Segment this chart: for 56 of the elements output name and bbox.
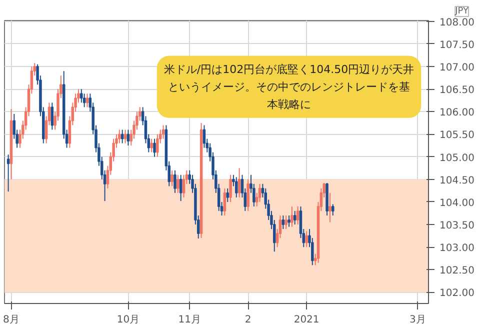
- candlestick: [328, 192, 332, 223]
- x-tick-label: 2021: [294, 314, 320, 326]
- candlestick: [120, 129, 124, 144]
- y-tick-label: 107.50: [440, 40, 474, 51]
- x-tick-label: 11月: [178, 314, 201, 326]
- y-tick-label: 105.50: [440, 130, 474, 142]
- x-tick-label: 3月: [410, 314, 426, 326]
- candlestick: [258, 183, 262, 202]
- candlestick: [182, 174, 186, 198]
- y-tick-label: 107.00: [440, 62, 474, 74]
- candlestick: [332, 204, 334, 216]
- candlestick: [170, 170, 174, 187]
- candlestick: [50, 102, 54, 130]
- candlestick: [82, 93, 86, 108]
- y-tick-label: 102.00: [440, 288, 474, 300]
- y-tick-label: 102.50: [440, 266, 474, 277]
- candlestick: [80, 88, 83, 104]
- candlestick: [174, 170, 176, 194]
- candlestick: [229, 174, 232, 202]
- candlestick: [290, 206, 294, 228]
- candlestick: [179, 174, 182, 202]
- x-tick-label: 10月: [116, 314, 140, 326]
- candlestick: [153, 138, 156, 158]
- candlestick: [202, 124, 206, 148]
- candlestick: [6, 154, 10, 192]
- candlestick: [150, 138, 153, 153]
- candlestick: [246, 178, 250, 212]
- x-tick-label: 2: [244, 314, 252, 326]
- y-tick-label: 106.00: [440, 108, 474, 119]
- y-tick-label: 103.00: [440, 243, 474, 254]
- candlestick: [305, 230, 308, 248]
- candlestick: [282, 214, 285, 230]
- candlestick: [126, 129, 130, 146]
- candlestick: [235, 176, 238, 198]
- text: JPY: [454, 6, 469, 16]
- candlestick: [86, 93, 89, 108]
- candlestick: [223, 188, 226, 216]
- y-tick-label: 106.50: [440, 85, 474, 96]
- y-tick-label: 104.00: [440, 198, 474, 209]
- candlestick: [124, 129, 127, 144]
- candlestick: [288, 214, 290, 228]
- candlestick: [162, 124, 165, 140]
- candlestick: [156, 134, 159, 158]
- candlestick: [238, 168, 241, 198]
- annotation: 米ドル/円は102円台が底堅く104.50円辺りが天井というイメージ。その中でのレンジトレードを基本戦略に: [164, 62, 414, 111]
- y-tick-label: 103.50: [440, 220, 474, 232]
- y-tick-label: 104.50: [440, 175, 474, 186]
- candlestick: [176, 174, 180, 194]
- candlestick: [226, 188, 229, 202]
- y-tick-label: 105.00: [440, 152, 474, 164]
- candlestick: [284, 214, 288, 230]
- candlestick: [118, 129, 121, 144]
- candlestick: [296, 206, 300, 226]
- x-tick-label: 8月: [3, 314, 20, 326]
- candlestick: [293, 210, 296, 226]
- y-tick-label: 108.00: [440, 17, 474, 28]
